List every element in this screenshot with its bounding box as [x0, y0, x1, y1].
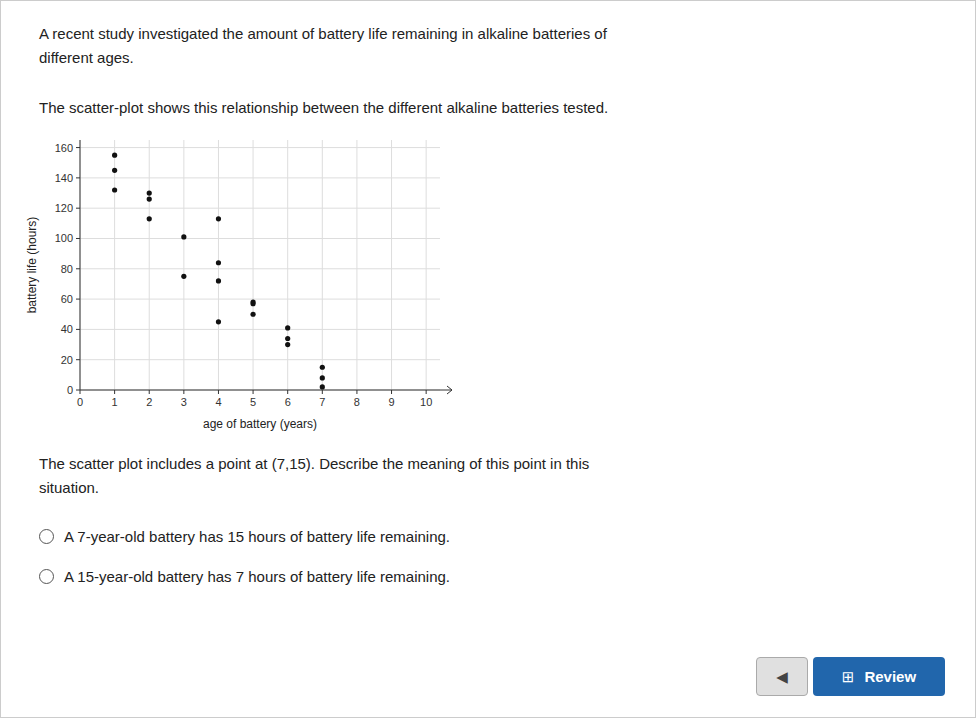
- point: [216, 319, 221, 324]
- y-tick-label: 140: [55, 172, 73, 184]
- paragraph: A recent study investigated the amount o…: [39, 22, 607, 70]
- point: [320, 365, 325, 370]
- y-tick: [76, 177, 80, 178]
- grid: [80, 140, 440, 390]
- x-tick: [183, 390, 184, 394]
- point: [112, 153, 117, 158]
- x-tick: [322, 390, 323, 394]
- y-tick-label: 120: [55, 202, 73, 214]
- y-axis-line: [80, 140, 81, 390]
- paragraph: The scatter-plot shows this relationship…: [39, 96, 608, 120]
- question: The scatter plot includes a point at (7,…: [39, 452, 589, 500]
- option: A 7-year-old battery has 15 hours of bat…: [39, 528, 450, 545]
- x-tick-label: 2: [146, 396, 152, 408]
- grid-line-y: [80, 208, 440, 209]
- grid-line-y: [80, 359, 440, 360]
- point: [181, 274, 186, 279]
- point: [147, 196, 152, 201]
- back-button[interactable]: ◀: [756, 657, 808, 696]
- y-tick-label: 0: [67, 384, 73, 396]
- review-icon: ⊞: [842, 668, 855, 686]
- y-tick: [76, 208, 80, 209]
- x-tick: [149, 390, 150, 394]
- option-text[interactable]: A 7-year-old battery has 15 hours of bat…: [64, 528, 450, 545]
- y-tick-label: 60: [61, 293, 73, 305]
- y-axis-label: battery life (hours): [25, 217, 39, 314]
- review-label: Review: [864, 668, 916, 685]
- radio-button[interactable]: [39, 569, 54, 584]
- x-tick-label: 1: [112, 396, 118, 408]
- grid-line-y: [80, 390, 440, 391]
- point: [320, 375, 325, 380]
- point: [285, 325, 290, 330]
- x-tick: [287, 390, 288, 394]
- x-axis-label: age of battery (years): [203, 417, 317, 431]
- point: [216, 260, 221, 265]
- x-tick: [80, 390, 81, 394]
- option: A 15-year-old battery has 7 hours of bat…: [39, 568, 450, 585]
- y-tick-label: 100: [55, 232, 73, 244]
- point: [250, 301, 255, 306]
- x-tick: [253, 390, 254, 394]
- y-tick-label: 20: [61, 354, 73, 366]
- point: [112, 168, 117, 173]
- grid-line-y: [80, 147, 440, 148]
- x-axis-line: [80, 390, 440, 391]
- x-tick-label: 4: [215, 396, 221, 408]
- x-tick-label: 0: [77, 396, 83, 408]
- point: [285, 336, 290, 341]
- review-button[interactable]: ⊞ Review: [813, 657, 945, 696]
- x-tick-label: 5: [250, 396, 256, 408]
- point: [216, 278, 221, 283]
- y-tick: [76, 299, 80, 300]
- grid-line-y: [80, 329, 440, 330]
- point: [216, 216, 221, 221]
- y-tick: [76, 390, 80, 391]
- y-tick-label: 80: [61, 263, 73, 275]
- x-tick: [391, 390, 392, 394]
- x-tick-label: 10: [420, 396, 432, 408]
- x-axis-arrow: [440, 386, 452, 394]
- x-tick-label: 7: [319, 396, 325, 408]
- point: [320, 384, 325, 389]
- grid-line-y: [80, 177, 440, 178]
- x-tick: [218, 390, 219, 394]
- y-tick: [76, 147, 80, 148]
- axes: 012345678910020406080100120140160: [55, 140, 452, 408]
- point: [181, 234, 186, 239]
- y-tick-label: 160: [55, 142, 73, 154]
- x-tick-label: 9: [388, 396, 394, 408]
- grid-line-x: [80, 140, 81, 390]
- y-tick: [76, 329, 80, 330]
- y-tick: [76, 359, 80, 360]
- scatter-chart: 012345678910020406080100120140160age of …: [20, 128, 490, 440]
- point: [285, 342, 290, 347]
- point: [250, 312, 255, 317]
- x-tick: [114, 390, 115, 394]
- y-tick-label: 40: [61, 323, 73, 335]
- grid-line-y: [80, 238, 440, 239]
- grid-line-y: [80, 299, 440, 300]
- x-tick-label: 6: [285, 396, 291, 408]
- x-tick-label: 3: [181, 396, 187, 408]
- y-tick: [76, 268, 80, 269]
- point: [147, 216, 152, 221]
- point: [147, 190, 152, 195]
- option-text[interactable]: A 15-year-old battery has 7 hours of bat…: [64, 568, 450, 585]
- point: [112, 187, 117, 192]
- grid-line-y: [80, 268, 440, 269]
- radio-button[interactable]: [39, 529, 54, 544]
- x-tick-label: 8: [354, 396, 360, 408]
- y-tick: [76, 238, 80, 239]
- x-tick: [426, 390, 427, 394]
- x-tick: [356, 390, 357, 394]
- points: [112, 153, 325, 390]
